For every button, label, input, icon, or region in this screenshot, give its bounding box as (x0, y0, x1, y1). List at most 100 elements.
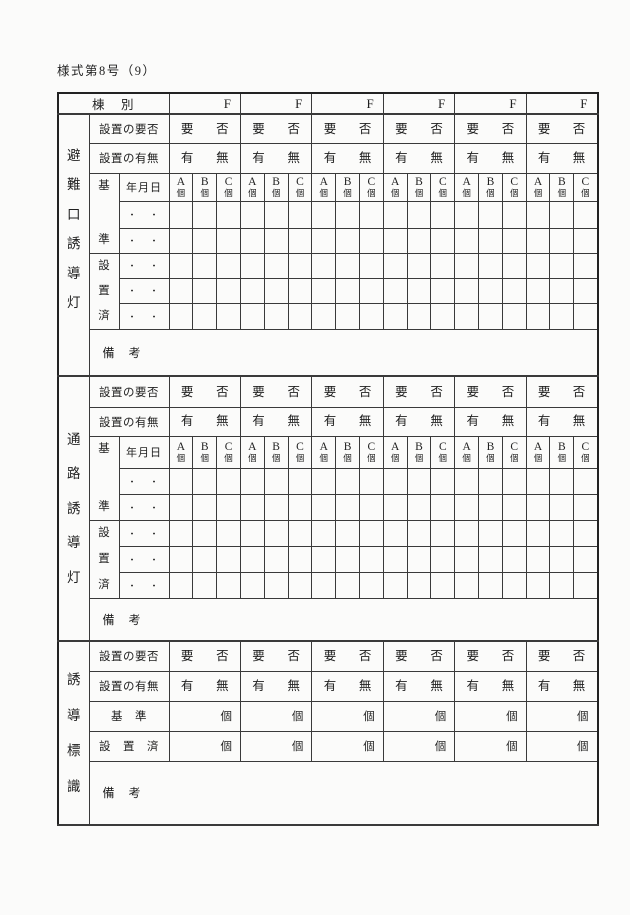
count-column-letter: C (296, 440, 304, 453)
necessity-choice-cell: 要否 (525, 375, 599, 408)
count-column-letter: A (248, 440, 257, 453)
count-entry-cell (358, 200, 384, 229)
count-column-letter: C (224, 175, 233, 188)
count-entry-cell (263, 493, 289, 521)
count-column-unit: 個 (367, 187, 376, 198)
count-column-unit: 個 (224, 187, 233, 198)
choice-left-label: 要 (323, 121, 337, 136)
presence-choice-cell: 有無 (454, 142, 527, 174)
count-entry-cell (430, 277, 456, 304)
count-entry-cell (454, 493, 479, 521)
count-column-letter: C (367, 440, 376, 453)
count-column-unit: 個 (533, 452, 543, 463)
count-entry-cell (382, 571, 408, 599)
count-entry-cell (168, 252, 194, 279)
count-column-letter: B (557, 440, 566, 453)
installed-char: 設 (98, 526, 110, 539)
presence-label: 設置の有無 (88, 406, 170, 437)
count-entry-cell (263, 277, 289, 304)
count-column-unit: 個 (271, 187, 281, 198)
count-entry-cell (549, 467, 575, 495)
count-entry-cell (501, 571, 527, 599)
choice-pair: 要否 (527, 122, 596, 136)
necessity-choice-cell: 要否 (454, 375, 527, 408)
standard-group-chars: 基準 (90, 437, 118, 519)
necessity-label: 設置の要否 (88, 113, 170, 144)
count-entry-cell (335, 545, 360, 573)
presence-choice-cell: 有無 (311, 670, 384, 702)
count-column-unit: 個 (200, 187, 209, 198)
section-label-char: 標 (67, 743, 81, 758)
standard-count-cell: 個 (382, 700, 456, 732)
standard-count-cell: 個 (168, 700, 241, 732)
inspection-form-table: 棟 別 F F F F F F 避難口誘導灯設置の要否要否要否要否要否要否要否設置の有無有無有… (57, 92, 599, 826)
count-entry-cell (573, 467, 599, 495)
count-entry-cell (192, 519, 218, 547)
count-entry-cell (382, 545, 408, 573)
section-label-char: 誘 (67, 672, 81, 687)
count-entry-cell (382, 519, 408, 547)
presence-choice-cell: 有無 (382, 406, 456, 437)
building-column-header: 棟 別 (57, 92, 170, 115)
standard-count-cell: 個 (239, 700, 313, 732)
count-column-unit: 個 (509, 452, 519, 463)
count-entry-cell (192, 467, 218, 495)
count-entry-cell (239, 302, 265, 330)
choice-pair: 要否 (527, 385, 596, 399)
choice-right-label: 否 (430, 121, 443, 136)
count-entry-cell (430, 519, 456, 547)
choice-pair: 要否 (384, 121, 453, 136)
count-entry-cell (263, 302, 289, 330)
section-label-char: 誘 (67, 236, 81, 251)
count-entry-cell (263, 200, 289, 229)
count-column-unit: 個 (200, 452, 209, 463)
choice-right-label: 否 (358, 384, 372, 399)
choice-pair: 有無 (384, 152, 453, 165)
count-column-letter: B (200, 440, 209, 453)
standard-count-cell: 個 (525, 700, 599, 732)
count-entry-cell (168, 467, 194, 495)
count-entry-cell (335, 252, 360, 279)
count-column-letter: B (343, 175, 352, 188)
count-entry-cell (192, 252, 218, 279)
count-column-unit: 個 (557, 187, 567, 198)
necessity-choice-cell: 要否 (239, 113, 313, 144)
count-entry-cell (287, 545, 313, 573)
necessity-choice-cell: 要否 (382, 375, 456, 408)
form-title: 様式第8号（9） (57, 64, 157, 78)
necessity-choice-cell: 要否 (454, 113, 527, 144)
count-entry-cell (358, 467, 384, 495)
date-entry-cell: ・ ・ (118, 200, 170, 229)
date-entry-cell: ・ ・ (118, 545, 170, 573)
floor-header: F (525, 92, 599, 115)
choice-pair: 有無 (456, 680, 525, 693)
choice-left-label: 要 (395, 649, 408, 663)
choice-right-label: 無 (430, 414, 443, 429)
count-entry-cell (216, 302, 241, 330)
count-entry-cell (168, 200, 194, 229)
count-entry-cell (525, 200, 551, 229)
choice-pair: 有無 (241, 152, 310, 165)
choice-right-label: 否 (287, 649, 300, 663)
count-entry-cell (478, 493, 503, 521)
choice-pair: 要否 (313, 384, 382, 399)
count-entry-cell (335, 227, 360, 254)
count-entry-cell (430, 467, 456, 495)
count-entry-cell (216, 493, 241, 521)
presence-choice-cell: 有無 (525, 406, 599, 437)
choice-right-label: 否 (287, 121, 300, 136)
choice-left-label: 要 (395, 121, 408, 136)
choice-right-label: 無 (216, 678, 229, 693)
choice-left-label: 有 (180, 150, 194, 165)
choice-left-label: 有 (395, 678, 408, 693)
count-entry-cell (335, 571, 360, 599)
count-column-unit: 個 (343, 452, 352, 463)
choice-left-label: 有 (252, 678, 265, 693)
